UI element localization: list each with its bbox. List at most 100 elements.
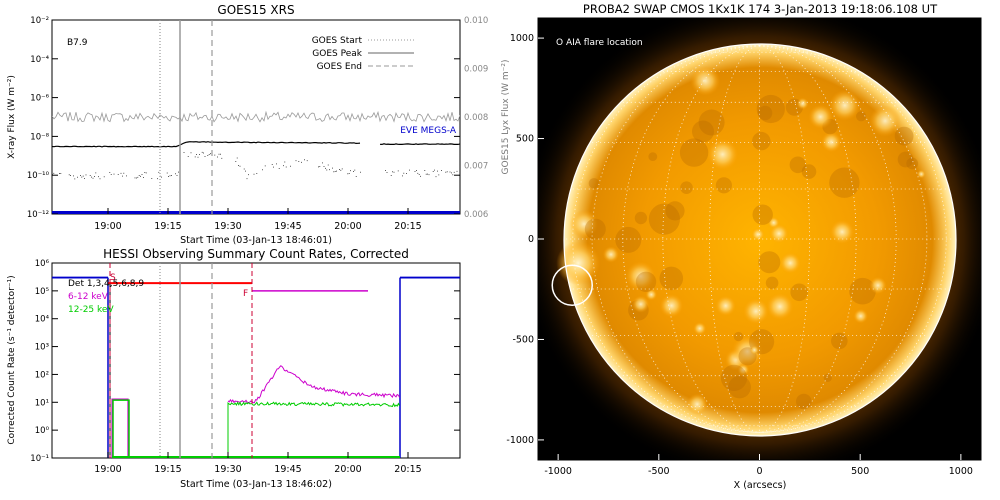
swap-bright-region bbox=[917, 169, 926, 179]
goes-y2tick-label: 0.010 bbox=[464, 16, 488, 26]
goes-xtick-label: 19:45 bbox=[274, 221, 301, 232]
goes-short-channel-dot bbox=[284, 161, 286, 163]
goes-xtick-label: 19:15 bbox=[154, 221, 181, 232]
goes-short-channel-dot bbox=[347, 173, 349, 175]
goes-short-channel-dot bbox=[456, 170, 458, 172]
goes-short-channel-dot bbox=[390, 175, 392, 176]
goes-short-channel-dot bbox=[166, 172, 168, 174]
swap-longitude-grid-line bbox=[662, 45, 760, 433]
goes-short-channel-dot bbox=[141, 174, 143, 175]
goes-short-channel-dot bbox=[136, 177, 137, 179]
goes-short-channel-dot bbox=[326, 169, 328, 171]
goes-short-channel-dot bbox=[428, 174, 430, 176]
goes-short-channel-dot bbox=[416, 170, 417, 171]
goes-xtick-label: 19:30 bbox=[214, 221, 241, 232]
swap-bright-region bbox=[869, 105, 901, 137]
swap-dark-region bbox=[796, 393, 812, 410]
swap-title: PROBA2 SWAP CMOS 1Kx1K 174 3-Jan-2013 19… bbox=[583, 2, 938, 16]
goes-short-channel-dot bbox=[110, 174, 112, 175]
goes-short-channel-dot bbox=[409, 169, 410, 171]
goes-short-channel-dot bbox=[332, 167, 333, 169]
goes-short-channel-dot bbox=[434, 169, 435, 171]
swap-dark-region bbox=[680, 181, 693, 194]
goes-short-channel-dot bbox=[354, 169, 356, 171]
goes-short-channel-dot bbox=[295, 160, 297, 162]
hessi-xtick-label: 19:30 bbox=[214, 464, 241, 475]
hessi-legend-det: Det 1,3,4,5,6,8,9 bbox=[68, 279, 144, 289]
swap-bright-region bbox=[659, 293, 684, 318]
goes-short-channel-dot bbox=[446, 171, 448, 173]
swap-dark-region bbox=[789, 156, 807, 174]
swap-xtick-label: -1000 bbox=[544, 466, 572, 477]
goes-short-channel-dot bbox=[221, 157, 223, 159]
swap-bright-region bbox=[796, 97, 809, 110]
goes-xlabel: Start Time (03-Jan-13 18:46:01) bbox=[180, 235, 332, 246]
hessi-ytick-label: 10⁴ bbox=[35, 315, 50, 325]
goes-ytick-label: 10⁻¹² bbox=[27, 210, 49, 220]
goes-short-channel-dot bbox=[157, 178, 158, 180]
swap-dark-region bbox=[752, 204, 773, 225]
goes-short-channel-dot bbox=[285, 166, 287, 168]
swap-bright-region bbox=[715, 295, 736, 317]
swap-dark-region bbox=[829, 167, 860, 198]
goes-short-channel-dot bbox=[145, 172, 147, 174]
swap-bright-region bbox=[731, 335, 764, 368]
swap-bright-region bbox=[829, 219, 855, 245]
goes-short-channel-dot bbox=[322, 162, 323, 164]
goes-short-channel-dot bbox=[304, 159, 305, 161]
swap-dark-region bbox=[758, 251, 781, 274]
goes-ytick-label: 10⁻¹⁰ bbox=[27, 171, 50, 181]
goes-short-channel-dot bbox=[220, 153, 221, 155]
swap-ytick-label: 0 bbox=[528, 234, 534, 245]
goes-short-channel-dot bbox=[176, 175, 178, 176]
goes-class-label: B7.9 bbox=[67, 38, 88, 48]
goes-short-channel-dot bbox=[236, 157, 238, 159]
goes-short-channel-dot bbox=[418, 174, 420, 175]
goes-short-channel-dot bbox=[437, 170, 438, 172]
swap-dark-region bbox=[756, 94, 785, 124]
goes-short-channel-dot bbox=[435, 176, 437, 178]
goes-short-channel-dot bbox=[350, 170, 351, 172]
goes-short-channel-dot bbox=[168, 176, 169, 177]
goes-short-channel-dot bbox=[385, 170, 386, 171]
goes-short-channel-dot bbox=[190, 152, 192, 154]
swap-longitude-grid-line bbox=[622, 45, 760, 433]
swap-dark-region bbox=[635, 271, 657, 292]
hessi-marker-f: F bbox=[243, 289, 248, 299]
swap-dark-region bbox=[801, 164, 817, 179]
swap-dark-region bbox=[634, 211, 648, 225]
goes-y2tick-label: 0.007 bbox=[464, 162, 488, 172]
swap-dark-region bbox=[588, 178, 600, 189]
goes-short-channel-dot bbox=[91, 176, 92, 178]
goes-short-channel-dot bbox=[386, 172, 388, 173]
swap-dark-region bbox=[679, 138, 709, 167]
goes-short-channel-dot bbox=[120, 172, 122, 174]
goes-short-channel-dot bbox=[169, 175, 171, 177]
swap-ytick-label: -1000 bbox=[506, 435, 534, 446]
hessi-ytick-label: 10⁶ bbox=[35, 259, 50, 269]
goes-y2tick-label: 0.006 bbox=[464, 210, 488, 220]
goes-short-channel-dot bbox=[417, 172, 419, 174]
goes-short-channel-dot bbox=[80, 175, 81, 176]
goes-short-channel-dot bbox=[273, 166, 274, 168]
goes-short-channel-dot bbox=[256, 173, 258, 174]
goes-short-channel-dot bbox=[336, 170, 337, 172]
goes-short-channel-dot bbox=[283, 165, 284, 167]
goes-short-channel-dot bbox=[84, 178, 85, 179]
goes-ytick-label: 10⁻² bbox=[30, 16, 49, 26]
goes-short-channel-dot bbox=[271, 164, 273, 165]
goes-short-channel-dot bbox=[194, 156, 196, 158]
swap-ytick-label: 500 bbox=[516, 134, 534, 145]
swap-bright-region bbox=[869, 276, 887, 294]
swap-bright-region bbox=[821, 131, 842, 153]
goes-lyx-line bbox=[52, 110, 460, 123]
goes-y2tick-label: 0.008 bbox=[464, 113, 488, 123]
goes-xrs-panel: GOES15 XRS 10⁻¹² 10⁻¹⁰ 10⁻⁸ 10⁻⁶ 10⁻⁴ 10⁻² 0.… bbox=[7, 3, 511, 246]
goes-short-channel-dot bbox=[123, 172, 125, 174]
goes-short-channel-dot bbox=[137, 176, 139, 178]
swap-bright-region bbox=[853, 308, 868, 324]
swap-xtick-label: 1000 bbox=[949, 466, 973, 477]
goes-short-channel-dot bbox=[318, 166, 319, 168]
goes-y2tick-label: 0.009 bbox=[464, 65, 488, 75]
goes-short-channel-dot bbox=[325, 167, 326, 169]
